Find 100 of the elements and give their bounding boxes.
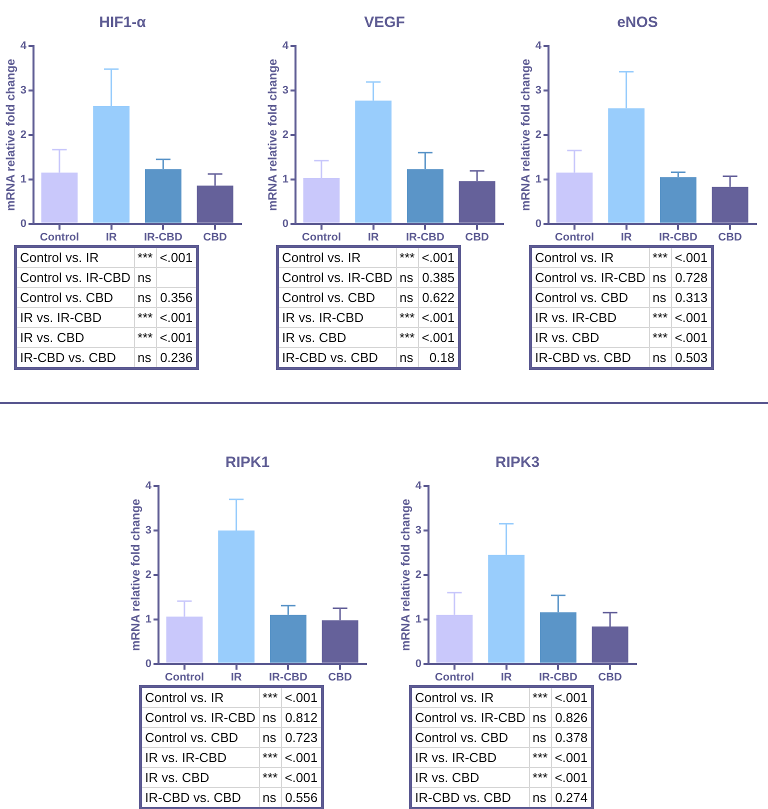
text: 0.826 (551, 708, 592, 728)
text: *** (259, 768, 282, 788)
text: 0.356 (156, 288, 198, 308)
text: <.001 (418, 328, 460, 348)
x-tick-label: Control (554, 231, 594, 244)
text: IR vs. CBD (16, 328, 134, 348)
text: *** (529, 768, 552, 788)
y-tick-label: 4 (282, 40, 290, 52)
text: *** (396, 328, 418, 348)
text: Control vs. IR (140, 686, 260, 708)
text: IR vs. CBD (278, 328, 396, 348)
text: IR-CBD vs. CBD (16, 348, 134, 368)
text: *** (134, 308, 156, 328)
x-tick-label: CBD (203, 231, 228, 244)
text: IR vs. IR-CBD (140, 748, 260, 768)
y-tick-label: 1 (535, 173, 542, 186)
text: IR vs. IR-CBD (278, 308, 396, 328)
x-tick-label: IR (106, 231, 117, 244)
text: ns (259, 788, 282, 808)
text: <.001 (671, 328, 712, 348)
chart-title: HIF1-α (99, 14, 147, 32)
text: ns (396, 348, 418, 368)
text: <.001 (418, 308, 460, 328)
text: <.001 (551, 768, 592, 788)
text: Control vs. IR (16, 246, 134, 268)
y-tick-label: 3 (535, 84, 542, 96)
y-tick-label: 1 (20, 173, 27, 186)
text: <.001 (671, 246, 712, 268)
text: ns (396, 268, 418, 288)
text: ns (649, 348, 672, 368)
text: *** (134, 246, 156, 268)
text: <.001 (671, 308, 712, 328)
y-tick-label: 1 (415, 613, 422, 626)
text: <.001 (418, 246, 460, 268)
x-tick-label: IR-CBD (144, 231, 182, 244)
text: 0.385 (418, 268, 460, 288)
x-tick-label: IR (620, 231, 632, 244)
y-tick-label: 0 (535, 218, 542, 230)
text: IR vs. IR-CBD (530, 308, 650, 328)
x-tick-label: Control (164, 671, 204, 684)
chart-title: VEGF (364, 14, 405, 32)
text: 0.378 (551, 728, 592, 748)
text: 0.728 (671, 268, 712, 288)
x-tick-label: Control (40, 231, 80, 244)
y-tick-label: 3 (282, 84, 289, 96)
text: *** (396, 308, 418, 328)
text: IR-CBD vs. CBD (140, 788, 260, 808)
x-tick-label: Control (434, 671, 474, 684)
y-tick-label: 1 (145, 613, 152, 626)
y-tick-label: 4 (415, 480, 422, 492)
text: *** (259, 748, 282, 768)
text: *** (134, 328, 156, 348)
y-tick-label: 0 (282, 218, 289, 230)
text: ns (529, 788, 552, 808)
text: IR vs. CBD (410, 768, 530, 788)
text: IR vs. IR-CBD (410, 748, 530, 768)
text: 0.622 (418, 288, 460, 308)
y-tick-label: 4 (535, 40, 542, 52)
y-axis-title: mRNA relative fold change (266, 58, 280, 212)
text: Control vs. IR-CBD (278, 268, 396, 288)
x-tick-label: IR-CBD (538, 671, 578, 684)
text: Control vs. IR (410, 686, 530, 708)
text: ns (259, 728, 282, 748)
y-tick-label: 2 (20, 128, 27, 141)
text: Control vs. CBD (278, 288, 396, 308)
x-tick-label: IR-CBD (406, 231, 444, 244)
text: ns (649, 268, 672, 288)
x-tick-label: IR-CBD (268, 671, 308, 684)
x-tick-label: IR-CBD (658, 231, 698, 244)
chart-title: eNOS (617, 14, 658, 32)
text: Control vs. IR-CBD (410, 708, 530, 728)
y-tick-label: 0 (20, 218, 27, 230)
text: ns (134, 348, 156, 368)
y-tick-label: 2 (282, 128, 289, 141)
y-tick-label: 4 (20, 40, 28, 52)
text: 0.274 (551, 788, 592, 808)
text: ns (134, 288, 156, 308)
text: IR vs. CBD (530, 328, 650, 348)
text: IR vs. CBD (140, 768, 260, 788)
text: Control vs. IR (278, 246, 396, 268)
text: 0.723 (281, 728, 322, 748)
text: ns (396, 288, 418, 308)
text: ns (134, 268, 156, 288)
x-tick-label: IR (368, 231, 379, 244)
text: Control vs. IR-CBD (16, 268, 134, 288)
x-tick-label: CBD (718, 231, 742, 244)
y-tick-label: 1 (282, 173, 289, 186)
y-tick-label: 2 (415, 568, 422, 581)
y-tick-label: 2 (535, 128, 542, 141)
y-tick-label: 3 (20, 84, 27, 96)
y-axis-title: mRNA relative fold change (518, 58, 533, 212)
y-tick-label: 3 (415, 524, 422, 536)
text: Control vs. CBD (410, 728, 530, 748)
x-tick-label: IR (500, 671, 512, 684)
y-tick-label: 2 (145, 568, 152, 581)
text: <.001 (281, 748, 322, 768)
text: 0.18 (418, 348, 460, 368)
text: IR-CBD vs. CBD (530, 348, 650, 368)
y-tick-label: 0 (415, 658, 422, 670)
text: ns (259, 708, 282, 728)
